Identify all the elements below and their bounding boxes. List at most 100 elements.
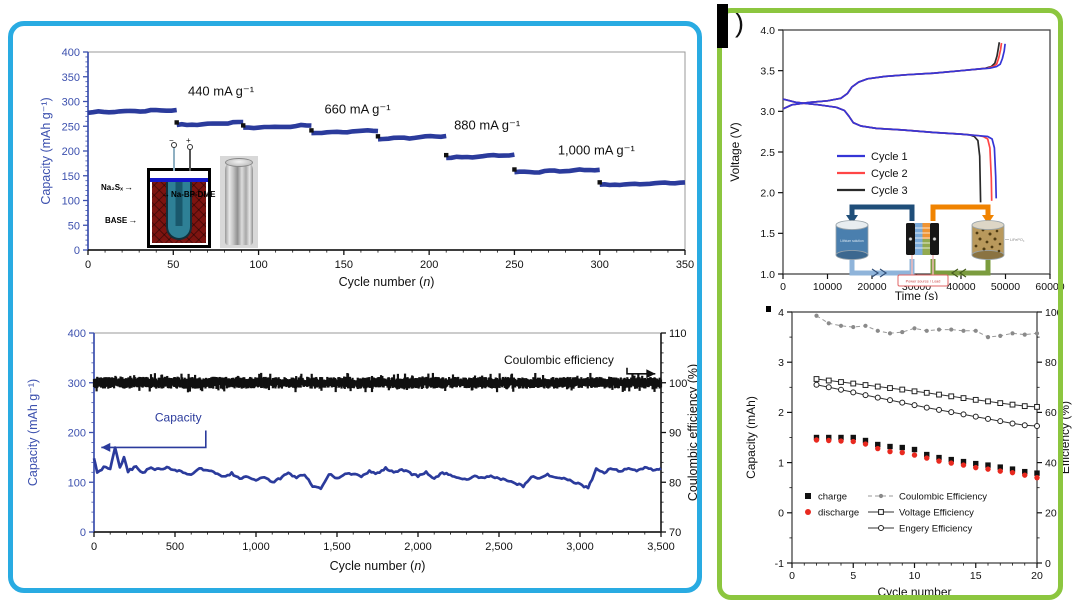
- panel-capacity-efficiency: -1 0 1 2 3 4 0 20 40 60 80 100 0 5 10 15 20 Capacity (mAh…: [742, 300, 1072, 603]
- cell-schematic-inset: [147, 168, 211, 248]
- catholyte-tank-bottom: [971, 250, 1005, 260]
- chevron-left-icon: [950, 268, 967, 278]
- svg-text:Capacity (mAh g⁻¹): Capacity (mAh g⁻¹): [26, 379, 40, 486]
- svg-text:0: 0: [1045, 558, 1051, 570]
- svg-text:250: 250: [505, 259, 523, 271]
- power-source-label: Power source / Load: [906, 280, 941, 284]
- svg-text:60000: 60000: [1035, 281, 1064, 293]
- cell-anode-side: [915, 223, 923, 255]
- series-coulombic-efficiency: [814, 313, 1040, 340]
- svg-text:Time (s): Time (s): [895, 289, 939, 303]
- panel-long-cycling: 0 100 200 300 400 70 80 90 100 110 0 500 1,000 1,500 2…: [23, 318, 703, 596]
- svg-text:2,500: 2,500: [485, 541, 513, 553]
- svg-text:15: 15: [970, 570, 982, 582]
- panel-letter: ): [735, 8, 744, 38]
- svg-text:Cycle number (n): Cycle number (n): [339, 275, 435, 289]
- capacity-step-5: [446, 152, 515, 161]
- arrow-right-icon: →: [128, 215, 138, 225]
- capacity-step-1: [176, 119, 244, 128]
- svg-text:3: 3: [778, 357, 784, 369]
- anolyte-tank-top: [835, 220, 869, 230]
- rate-annotation: 1,000 mA g⁻¹: [558, 142, 636, 157]
- catholyte-tank-label: LiFePO₄: [1010, 238, 1025, 242]
- base-label-text: BASE: [105, 216, 128, 225]
- rate-annotation: 440 mA g⁻¹: [188, 84, 255, 99]
- legend-entry: Cycle 2: [871, 168, 908, 180]
- svg-text:200: 200: [62, 146, 80, 158]
- base-tube-photo: [220, 156, 258, 248]
- chevron-right-icon: [871, 268, 888, 278]
- svg-text:10: 10: [909, 570, 921, 582]
- svg-text:3.5: 3.5: [760, 65, 775, 77]
- arrow-down-icon: [982, 215, 994, 224]
- anolyte-label: → Na-BP-DME: [161, 190, 216, 200]
- svg-text:Capacity (mAh g⁻¹): Capacity (mAh g⁻¹): [39, 97, 53, 204]
- pipe-bottom-right: [930, 257, 991, 276]
- power-leads: [911, 255, 934, 277]
- cycle-1-charge: [782, 43, 1006, 110]
- panel-rate-capability: 0 50 100 150 200 250 300 350 400 0 50 100 150 200 250 3…: [35, 30, 703, 292]
- svg-text:100: 100: [249, 259, 267, 271]
- svg-text:0: 0: [778, 508, 784, 520]
- svg-text:350: 350: [62, 72, 80, 84]
- svg-text:10000: 10000: [813, 281, 842, 293]
- legend-entry: Engery Efficiency: [899, 524, 972, 535]
- legend-entry: discharge: [818, 508, 859, 519]
- base-tube: [166, 182, 192, 240]
- capacity-step-0: [87, 107, 178, 116]
- series-discharge: [813, 437, 1040, 481]
- rate-annotation: 880 mA g⁻¹: [454, 118, 521, 133]
- svg-text:Coulombic efficiency (%): Coulombic efficiency (%): [686, 364, 700, 501]
- capacity-step-3: [311, 127, 379, 136]
- anolyte-tank: [835, 224, 869, 256]
- legend-entry: Cycle 3: [871, 185, 908, 197]
- anolyte-tank-label: Lithium solution: [840, 239, 864, 243]
- svg-text:1,000: 1,000: [242, 541, 270, 553]
- svg-text:350: 350: [676, 259, 694, 271]
- svg-text:Voltage (V): Voltage (V): [728, 122, 742, 181]
- anolyte-rod: [175, 182, 183, 226]
- minus-terminal-label: −: [169, 136, 174, 145]
- electrode-port: [908, 237, 913, 241]
- svg-text:60: 60: [1045, 407, 1057, 419]
- tube-photo-cap: [225, 158, 253, 167]
- cell-stripes: [915, 227, 930, 249]
- svg-text:0: 0: [80, 527, 86, 539]
- svg-text:0: 0: [74, 245, 80, 257]
- svg-text:2: 2: [778, 407, 784, 419]
- svg-text:400: 400: [62, 47, 80, 59]
- series-voltage-efficiency: [813, 376, 1040, 410]
- positive-lead-wire: [187, 144, 193, 171]
- svg-text:200: 200: [68, 428, 86, 440]
- svg-text:50: 50: [68, 220, 80, 232]
- capacity-step-4: [377, 133, 447, 142]
- svg-text:Capacity (mAh): Capacity (mAh): [744, 396, 758, 479]
- series-label: Coulombic efficiency: [504, 353, 614, 367]
- anolyte-label-text: Na-BP-DME: [171, 190, 216, 199]
- series-label: Capacity: [155, 411, 202, 425]
- svg-text:40000: 40000: [946, 281, 975, 293]
- svg-text:100: 100: [68, 477, 86, 489]
- pipe-top-right: [930, 204, 991, 221]
- svg-text:70: 70: [669, 527, 681, 539]
- svg-text:500: 500: [166, 541, 184, 553]
- tube-photo-cylinder: [225, 161, 253, 245]
- svg-text:3.0: 3.0: [760, 106, 775, 118]
- capacity-step-2: [243, 122, 312, 131]
- capacity-step-6: [514, 167, 600, 175]
- svg-text:100: 100: [669, 378, 687, 390]
- rate-annotation: 660 mA g⁻¹: [324, 101, 391, 116]
- svg-text:4: 4: [778, 307, 784, 319]
- svg-text:1: 1: [778, 457, 784, 469]
- svg-text:4.0: 4.0: [760, 25, 775, 37]
- series-charge: [813, 434, 1040, 476]
- svg-text:2.0: 2.0: [760, 187, 775, 199]
- arrow-down-icon: [846, 215, 858, 224]
- catholyte-label: Na₂Sₓ →: [101, 183, 133, 193]
- power-source-box: [897, 274, 949, 287]
- svg-text:1.0: 1.0: [760, 269, 775, 281]
- svg-text:20000: 20000: [857, 281, 886, 293]
- svg-text:Cycle number: Cycle number: [877, 585, 951, 599]
